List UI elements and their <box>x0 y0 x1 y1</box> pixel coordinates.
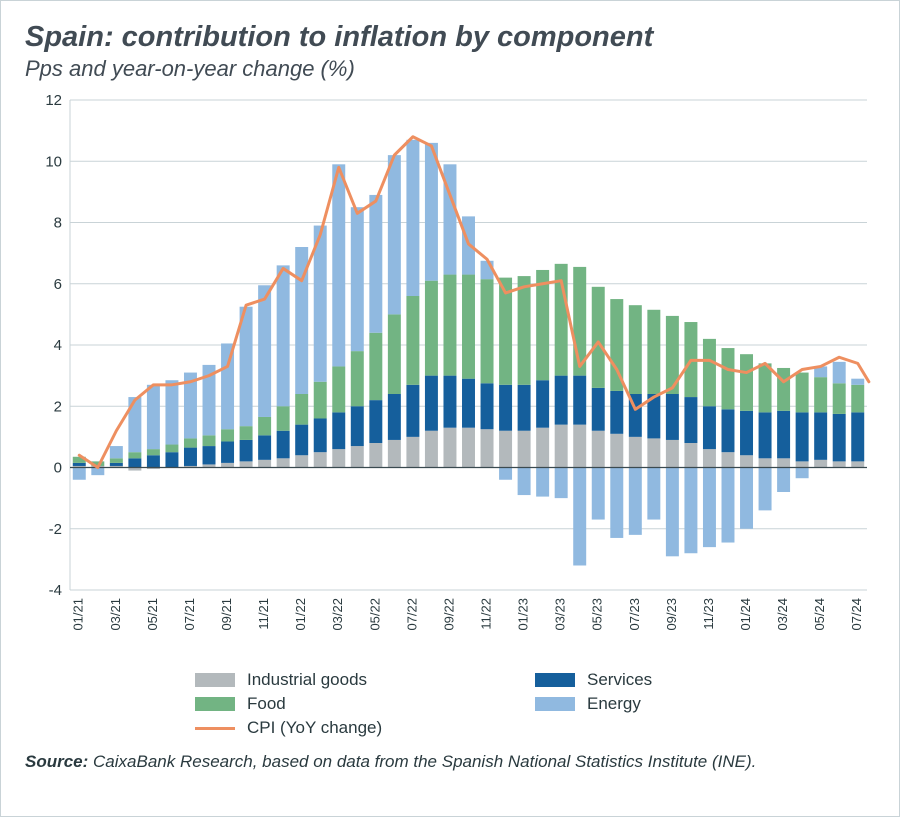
svg-text:09/23: 09/23 <box>664 598 679 631</box>
chart-title: Spain: contribution to inflation by comp… <box>25 21 875 54</box>
legend-label-services: Services <box>587 670 652 690</box>
svg-text:05/24: 05/24 <box>812 598 827 631</box>
svg-text:09/22: 09/22 <box>441 598 456 631</box>
svg-text:07/22: 07/22 <box>404 598 419 631</box>
legend-label-industrial: Industrial goods <box>247 670 367 690</box>
svg-text:11/21: 11/21 <box>256 598 271 630</box>
swatch-food <box>195 697 235 711</box>
swatch-cpi <box>195 727 235 730</box>
svg-text:-2: -2 <box>49 521 62 538</box>
source-label: Source: <box>25 752 88 771</box>
legend: Industrial goods Services Food Energy CP… <box>25 660 875 740</box>
chart-area: -4 -2 0 2 4 6 8 10 12 01/21 03/21 05/21 07/21 09/21 11… <box>25 90 877 660</box>
svg-text:01/21: 01/21 <box>71 598 86 631</box>
svg-text:11/23: 11/23 <box>701 598 716 630</box>
legend-item-cpi: CPI (YoY change) <box>195 716 535 740</box>
legend-item-energy: Energy <box>535 692 875 716</box>
svg-text:2: 2 <box>54 399 62 416</box>
svg-text:05/23: 05/23 <box>590 598 605 631</box>
legend-item-industrial: Industrial goods <box>195 668 535 692</box>
svg-text:4: 4 <box>54 337 62 354</box>
legend-label-energy: Energy <box>587 694 641 714</box>
source-body: CaixaBank Research, based on data from t… <box>93 752 756 771</box>
svg-text:03/21: 03/21 <box>108 598 123 631</box>
svg-text:8: 8 <box>54 215 62 232</box>
legend-item-services: Services <box>535 668 875 692</box>
chart-subtitle: Pps and year-on-year change (%) <box>25 56 875 82</box>
svg-text:07/24: 07/24 <box>849 598 864 631</box>
svg-text:01/22: 01/22 <box>293 598 308 631</box>
svg-text:-4: -4 <box>49 582 62 599</box>
source-text: Source: CaixaBank Research, based on dat… <box>25 740 875 772</box>
svg-text:6: 6 <box>54 276 62 293</box>
chart-svg: -4 -2 0 2 4 6 8 10 12 01/21 03/21 05/21 07/21 09/21 11… <box>25 90 877 660</box>
svg-text:10: 10 <box>45 154 62 171</box>
svg-text:07/21: 07/21 <box>182 598 197 631</box>
swatch-industrial <box>195 673 235 687</box>
svg-text:05/21: 05/21 <box>145 598 160 631</box>
svg-text:12: 12 <box>45 92 62 109</box>
svg-text:01/23: 01/23 <box>516 598 531 631</box>
legend-item-food: Food <box>195 692 535 716</box>
swatch-energy <box>535 697 575 711</box>
svg-text:03/23: 03/23 <box>553 598 568 631</box>
svg-text:09/21: 09/21 <box>219 598 234 631</box>
svg-text:03/22: 03/22 <box>330 598 345 631</box>
svg-text:07/23: 07/23 <box>627 598 642 631</box>
legend-label-cpi: CPI (YoY change) <box>247 718 382 738</box>
svg-text:01/24: 01/24 <box>738 598 753 631</box>
svg-text:03/24: 03/24 <box>775 598 790 631</box>
swatch-services <box>535 673 575 687</box>
svg-text:05/22: 05/22 <box>367 598 382 631</box>
svg-text:0: 0 <box>54 460 62 477</box>
svg-text:11/22: 11/22 <box>478 598 493 630</box>
legend-label-food: Food <box>247 694 286 714</box>
